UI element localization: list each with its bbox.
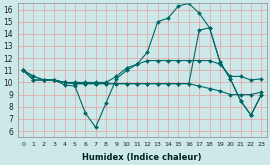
X-axis label: Humidex (Indice chaleur): Humidex (Indice chaleur) [83, 152, 202, 162]
